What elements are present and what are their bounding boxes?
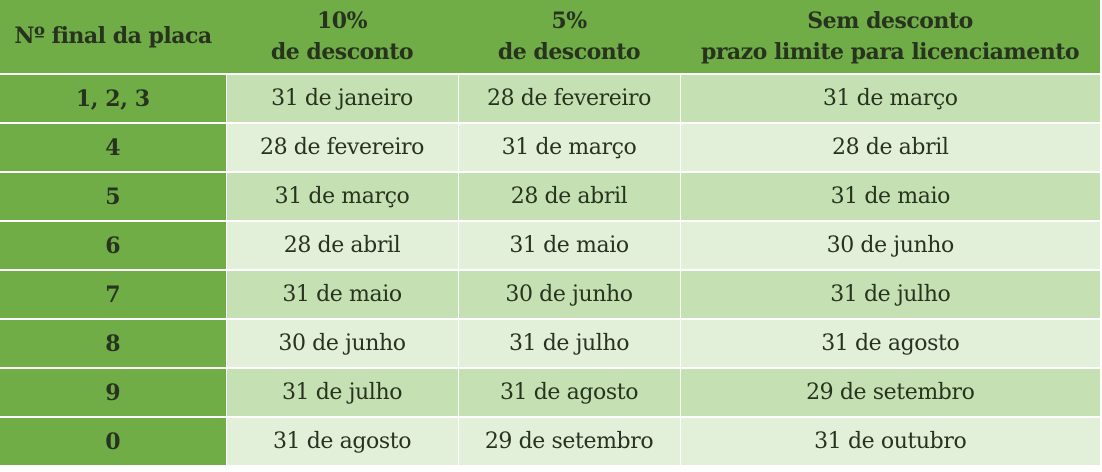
discount-10-date-cell: 31 de maio — [225, 270, 458, 320]
discount-5-date-cell: 31 de julho — [457, 319, 680, 369]
no-discount-date-cell: 30 de junho — [679, 221, 1100, 271]
discount-5-date-cell: 31 de março — [457, 123, 680, 173]
plate-number-cell: 9 — [0, 368, 226, 418]
table-row: 6 28 de abril 31 de maio 30 de junho — [0, 221, 1100, 271]
table-row: 7 31 de maio 30 de junho 31 de julho — [0, 270, 1100, 320]
discount-5-date-cell: 31 de agosto — [457, 368, 680, 418]
table-row: 1, 2, 3 31 de janeiro 28 de fevereiro 31… — [0, 74, 1100, 124]
plate-number-cell: 0 — [0, 417, 226, 467]
discount-10-date-cell: 31 de agosto — [225, 417, 458, 467]
header-no-discount-deadline: Sem desconto prazo limite para licenciam… — [680, 0, 1100, 75]
table-row: 0 31 de agosto 29 de setembro 31 de outu… — [0, 417, 1100, 467]
no-discount-date-cell: 31 de março — [679, 74, 1100, 124]
discount-5-date-cell: 28 de abril — [457, 172, 680, 222]
discount-10-date-cell: 28 de fevereiro — [225, 123, 458, 173]
no-discount-date-cell: 28 de abril — [679, 123, 1100, 173]
discount-10-date-cell: 31 de janeiro — [225, 74, 458, 124]
no-discount-date-cell: 31 de julho — [679, 270, 1100, 320]
plate-number-cell: 6 — [0, 221, 226, 271]
table-row: 4 28 de fevereiro 31 de março 28 de abri… — [0, 123, 1100, 173]
discount-10-date-cell: 28 de abril — [225, 221, 458, 271]
no-discount-date-cell: 31 de outubro — [679, 417, 1100, 467]
header-10-percent-discount: 10% de desconto — [226, 0, 458, 75]
discount-10-date-cell: 30 de junho — [225, 319, 458, 369]
plate-number-cell: 7 — [0, 270, 226, 320]
discount-10-date-cell: 31 de março — [225, 172, 458, 222]
plate-number-cell: 4 — [0, 123, 226, 173]
no-discount-date-cell: 31 de agosto — [679, 319, 1100, 369]
discount-5-date-cell: 30 de junho — [457, 270, 680, 320]
no-discount-date-cell: 31 de maio — [679, 172, 1100, 222]
discount-5-date-cell: 31 de maio — [457, 221, 680, 271]
header-row: Nº final da placa 10% de desconto 5% de … — [0, 0, 1100, 75]
discount-5-date-cell: 29 de setembro — [457, 417, 680, 467]
plate-number-cell: 8 — [0, 319, 226, 369]
discount-10-date-cell: 31 de julho — [225, 368, 458, 418]
discount-5-date-cell: 28 de fevereiro — [457, 74, 680, 124]
table-row: 9 31 de julho 31 de agosto 29 de setembr… — [0, 368, 1100, 418]
no-discount-date-cell: 29 de setembro — [679, 368, 1100, 418]
header-plate-final-number: Nº final da placa — [0, 0, 226, 75]
plate-number-cell: 5 — [0, 172, 226, 222]
table-row: 8 30 de junho 31 de julho 31 de agosto — [0, 319, 1100, 369]
table-row: 5 31 de março 28 de abril 31 de maio — [0, 172, 1100, 222]
header-5-percent-discount: 5% de desconto — [458, 0, 680, 75]
plate-number-cell: 1, 2, 3 — [0, 74, 226, 124]
